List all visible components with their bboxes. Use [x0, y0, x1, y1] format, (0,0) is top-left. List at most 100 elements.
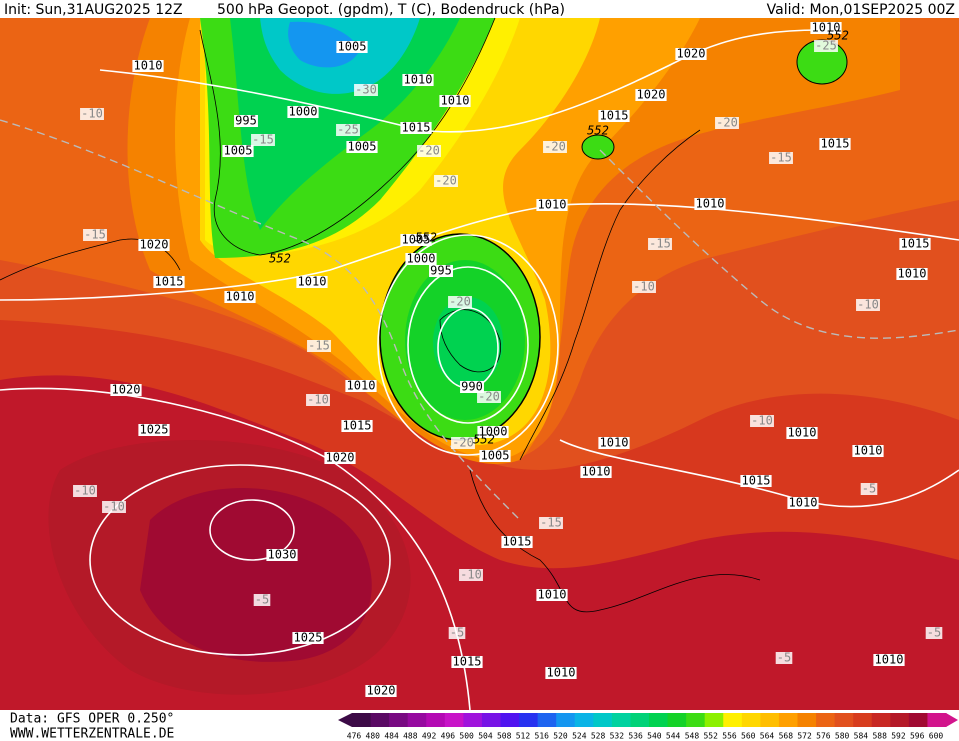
label-box: [598, 110, 630, 122]
label-box: [632, 281, 656, 293]
label-box: [580, 466, 612, 478]
temperature-label: -10: [74, 484, 96, 498]
label-box: [296, 276, 328, 288]
pressure-label: 1000: [407, 252, 436, 266]
label-box: [477, 426, 509, 438]
temperature-label: -15: [649, 237, 671, 251]
colorbar-cell: [593, 713, 613, 727]
colorbar-cell: [816, 713, 836, 727]
colorbar-cell: [444, 713, 464, 727]
label-box: [224, 291, 256, 303]
colorbar-cell: [463, 713, 483, 727]
colorbar-label: 564: [760, 732, 775, 741]
colorbar-cell: [389, 713, 409, 727]
pressure-label: 1010: [538, 588, 567, 602]
pressure-label: 990: [461, 380, 483, 394]
colorbar-label: 536: [628, 732, 643, 741]
label-box: [429, 265, 453, 277]
coastlines: [0, 17, 761, 613]
colorbar-label: 552: [703, 732, 718, 741]
temperature-label: -10: [633, 280, 655, 294]
colorbar-label: 584: [854, 732, 869, 741]
label-box: [451, 656, 483, 668]
colorbar-cell: [537, 713, 557, 727]
colorbar-label: 500: [459, 732, 474, 741]
label-box: [860, 483, 878, 495]
pressure-label: 1005: [481, 449, 510, 463]
label-box: [80, 108, 104, 120]
label-box: [451, 437, 475, 449]
label-box: [896, 268, 928, 280]
pressure-label: 1010: [347, 379, 376, 393]
temperature-label: -20: [449, 295, 471, 309]
pressure-label: 1010: [789, 496, 818, 510]
pressure-label: 1010: [441, 94, 470, 108]
label-box: [287, 106, 319, 118]
label-box: [336, 124, 360, 136]
pressure-label: 1010: [788, 426, 817, 440]
pressure-label: 1015: [503, 535, 532, 549]
colorbar-label: 596: [910, 732, 925, 741]
label-box: [251, 134, 275, 146]
height-label: 552: [415, 231, 437, 245]
label-box: [417, 145, 441, 157]
colorbar-cell: [649, 713, 669, 727]
label-box: [786, 427, 818, 439]
pressure-label: 1000: [479, 425, 508, 439]
temperature-label: -25: [815, 39, 837, 53]
pressure-label: 1030: [268, 548, 297, 562]
label-box: [536, 199, 568, 211]
label-box: [819, 138, 851, 150]
pressure-label: 1010: [404, 73, 433, 87]
pressure-label: 1015: [343, 419, 372, 433]
colorbar-label: 544: [666, 732, 681, 741]
temperature-label: -5: [777, 651, 791, 665]
pressure-label: 1010: [600, 436, 629, 450]
colorbar-cell: [723, 713, 743, 727]
label-box: [460, 381, 484, 393]
label-box: [405, 253, 437, 265]
valid-time: Valid: Mon,01SEP2025 00Z: [767, 2, 955, 18]
height-label: 552: [827, 29, 849, 43]
colorbar-cell: [908, 713, 928, 727]
label-box: [153, 276, 185, 288]
label-box: [307, 340, 331, 352]
colorbar-label: 512: [516, 732, 531, 741]
temperature-label: -20: [716, 116, 738, 130]
colorbar-label: 488: [403, 732, 418, 741]
pressure-label: 1005: [224, 144, 253, 158]
colorbar-label: 492: [422, 732, 437, 741]
pressure-label: 995: [430, 264, 452, 278]
label-box: [810, 22, 842, 34]
label-box: [740, 475, 772, 487]
pressure-label: 1000: [289, 105, 318, 119]
temperature-label: -5: [255, 593, 269, 607]
pressure-label: 1010: [226, 290, 255, 304]
label-box: [648, 238, 672, 250]
label-box: [354, 84, 378, 96]
pressure-label: 1015: [901, 237, 930, 251]
label-box: [83, 229, 107, 241]
temperature-label: -20: [452, 436, 474, 450]
label-box: [110, 384, 142, 396]
pressure-label: 1020: [112, 383, 141, 397]
colorbar-cell: [890, 713, 910, 727]
label-box: [539, 517, 563, 529]
colorbar-label: 516: [535, 732, 550, 741]
pressure-label: 1015: [402, 121, 431, 135]
temperature-label: -30: [355, 83, 377, 97]
pressure-label: 1020: [677, 47, 706, 61]
colorbar-label: 576: [816, 732, 831, 741]
pressure-label: 1010: [898, 267, 927, 281]
pressure-label: 1005: [338, 40, 367, 54]
colorbar-cell: [556, 713, 576, 727]
pressure-label: 1010: [538, 198, 567, 212]
map-field: [0, 18, 959, 710]
colorbar-label: 504: [478, 732, 493, 741]
colorbar-cell: [778, 713, 798, 727]
label-box: [341, 420, 373, 432]
label-box: [102, 501, 126, 513]
colorbar-label: 548: [685, 732, 700, 741]
pressure-label: 1010: [854, 444, 883, 458]
pressure-label: 1015: [453, 655, 482, 669]
